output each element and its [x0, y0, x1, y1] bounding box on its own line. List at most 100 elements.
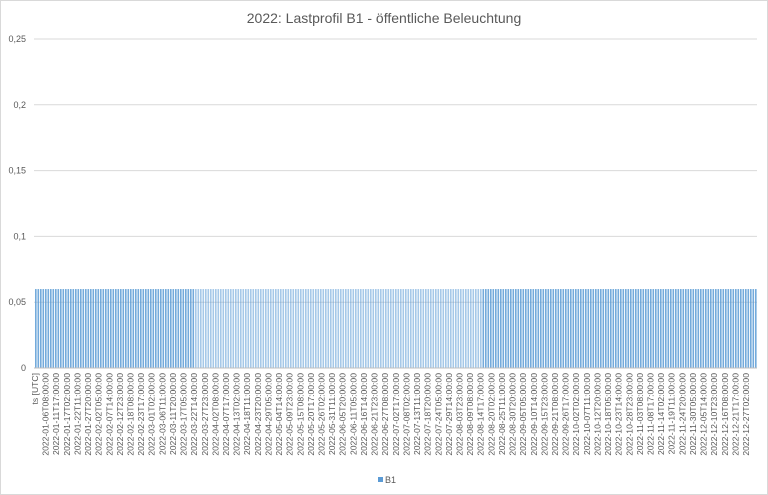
- bar-b1: [612, 289, 615, 368]
- bar-b1: [427, 289, 430, 368]
- bar-b1: [557, 289, 560, 368]
- bar-b1: [377, 289, 380, 368]
- bar-b1: [495, 289, 497, 368]
- y-tick-label: 0,05: [8, 297, 26, 307]
- bar-b1: [90, 289, 92, 368]
- bar-b1: [85, 289, 87, 368]
- bar-b1: [97, 289, 100, 368]
- bar-b1: [372, 289, 375, 368]
- bar-b1: [42, 289, 45, 368]
- bar-b1: [532, 289, 535, 368]
- bar-b1: [615, 289, 617, 368]
- bar-b1: [492, 289, 495, 368]
- bar-b1: [505, 289, 507, 368]
- bar-b1: [35, 289, 37, 368]
- bar-b1: [192, 289, 195, 368]
- x-tick-label: 2022-09-26T17:00:00: [561, 373, 571, 456]
- bar-b1: [117, 289, 120, 368]
- bar-b1: [50, 289, 52, 368]
- bar-b1: [102, 289, 105, 368]
- bar-b1: [475, 289, 477, 368]
- bar-b1: [310, 289, 312, 368]
- bar-b1: [710, 289, 712, 368]
- bar-b1: [645, 289, 647, 368]
- bar-b1: [735, 289, 737, 368]
- x-tick-label: 2022-10-28T23:00:00: [624, 373, 634, 456]
- bar-b1: [380, 289, 382, 368]
- x-tick-label: 2022-06-05T20:00:00: [338, 373, 348, 456]
- bar-b1: [390, 289, 392, 368]
- x-tick-label: 2022-04-02T08:00:00: [210, 373, 220, 456]
- bar-b1: [130, 289, 132, 368]
- bar-b1: [215, 289, 217, 368]
- bar-b1: [490, 289, 492, 368]
- bar-b1: [702, 289, 705, 368]
- bar-b1: [470, 289, 472, 368]
- bar-b1: [605, 289, 607, 368]
- x-axis-ticks: ts [UTC] 2022-01-06T08:00:00 2022-01-11T17…: [30, 373, 751, 456]
- bar-b1: [240, 289, 242, 368]
- bar-b1: [322, 289, 325, 368]
- bar-b1: [292, 289, 295, 368]
- bar-b1: [437, 289, 440, 368]
- x-tick-label: 2022-12-10T23:00:00: [709, 373, 719, 456]
- x-tick-label: 2022-03-27T23:00:00: [200, 373, 210, 456]
- bar-b1: [512, 289, 515, 368]
- bar-b1: [260, 289, 262, 368]
- bar-b1: [585, 289, 587, 368]
- bar-b1: [60, 289, 62, 368]
- x-tick-label: 2022-10-12T20:00:00: [592, 373, 602, 456]
- bar-b1: [222, 289, 225, 368]
- bar-b1: [47, 289, 50, 368]
- bar-b1: [122, 289, 125, 368]
- x-tick-label: 2022-11-14T02:00:00: [656, 373, 666, 455]
- bar-b1: [360, 289, 362, 368]
- x-tick-label: 2022-01-17T02:00:00: [62, 373, 72, 456]
- x-tick-label: 2022-04-29T05:00:00: [264, 373, 274, 456]
- bar-b1: [737, 289, 740, 368]
- bar-b1: [560, 289, 562, 368]
- x-tick-label: 2022-11-24T20:00:00: [677, 373, 687, 455]
- bar-b1: [562, 289, 565, 368]
- x-tick-label: 2022-10-18T05:00:00: [603, 373, 613, 456]
- bar-b1: [680, 289, 682, 368]
- bar-b1: [632, 289, 635, 368]
- bar-b1: [382, 289, 385, 368]
- bar-b1: [485, 289, 487, 368]
- y-tick-label: 0,15: [8, 166, 26, 176]
- bar-b1: [335, 289, 337, 368]
- legend[interactable]: B1: [378, 475, 396, 485]
- bar-b1: [412, 289, 415, 368]
- bar-b1: [697, 289, 700, 368]
- y-tick-label: 0,2: [13, 100, 26, 110]
- bar-b1: [275, 289, 277, 368]
- bar-b1: [205, 289, 207, 368]
- bar-b1: [385, 289, 387, 368]
- bar-b1: [110, 289, 112, 368]
- x-tick-label: 2022-04-23T20:00:00: [253, 373, 263, 456]
- x-axis-title: ts [UTC]: [30, 373, 40, 405]
- bar-b1: [417, 289, 420, 368]
- bar-b1: [547, 289, 550, 368]
- bar-b1: [52, 289, 55, 368]
- bar-b1: [337, 289, 340, 368]
- bar-b1: [500, 289, 502, 368]
- bar-b1: [190, 289, 192, 368]
- bar-b1: [650, 289, 652, 368]
- x-tick-label: 2022-09-15T23:00:00: [539, 373, 549, 456]
- bar-b1: [112, 289, 115, 368]
- bar-b1: [262, 289, 265, 368]
- bar-b1: [135, 289, 137, 368]
- x-tick-label: 2022-04-07T17:00:00: [221, 373, 231, 456]
- bar-b1: [305, 289, 307, 368]
- bar-b1: [447, 289, 450, 368]
- bar-b1: [290, 289, 292, 368]
- bar-b1: [167, 289, 170, 368]
- bar-b1: [705, 289, 707, 368]
- bar-b1: [520, 289, 522, 368]
- x-tick-label: 2022-01-06T08:00:00: [41, 373, 51, 456]
- bar-b1: [622, 289, 625, 368]
- bar-b1: [75, 289, 77, 368]
- x-tick-label: 2022-11-30T05:00:00: [688, 373, 698, 455]
